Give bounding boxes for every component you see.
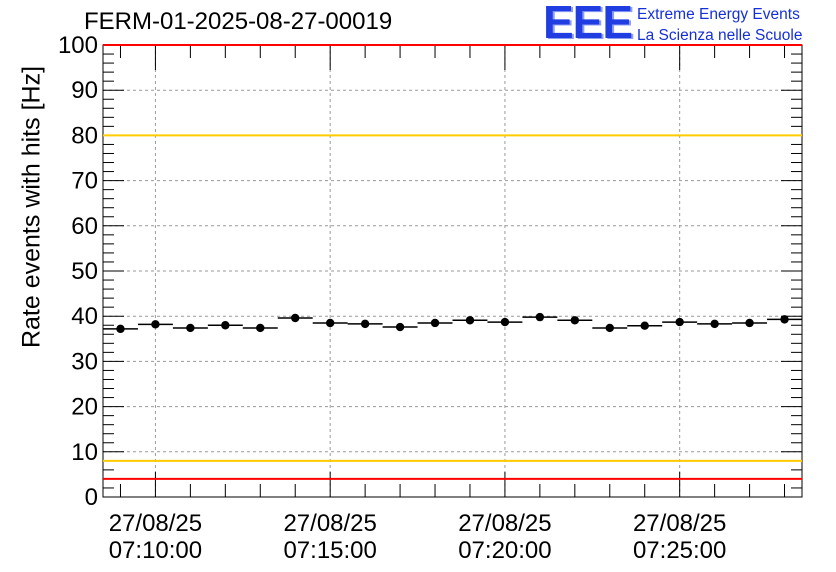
data-point — [640, 321, 649, 330]
y-tick-label: 70 — [71, 168, 98, 195]
data-point — [570, 316, 580, 325]
y-tick-label: 20 — [71, 394, 98, 421]
data-point — [710, 319, 719, 329]
y-tick-label: 90 — [71, 77, 98, 104]
x-tick-label-date: 27/08/25 — [633, 510, 726, 537]
y-tick-label: 50 — [71, 258, 98, 285]
y-tick-label: 80 — [71, 122, 98, 149]
data-point — [186, 323, 195, 333]
data-point — [675, 317, 684, 327]
x-tick-label-date: 27/08/25 — [458, 510, 551, 537]
data-point — [745, 318, 754, 328]
data-point — [535, 312, 545, 322]
logo-mark: EEE — [543, 0, 633, 48]
logo-line-2: La Scienza nelle Scuole — [637, 27, 803, 44]
data-point — [221, 321, 230, 330]
data-point — [395, 322, 405, 332]
x-tick-label-date: 27/08/25 — [283, 510, 376, 537]
x-tick-label-time: 07:25:00 — [633, 537, 726, 564]
x-tick-label-date: 27/08/25 — [109, 510, 202, 537]
data-point — [780, 315, 789, 324]
x-tick-label-time: 07:20:00 — [458, 537, 551, 564]
logo-line-1: Extreme Energy Events — [637, 6, 800, 23]
y-tick-label: 100 — [58, 32, 98, 59]
data-point — [325, 318, 335, 328]
y-tick-label: 10 — [71, 439, 98, 466]
x-tick-label-time: 07:15:00 — [283, 537, 376, 564]
data-point — [291, 313, 300, 323]
y-tick-label: 30 — [71, 348, 98, 375]
y-tick-label: 60 — [71, 213, 98, 240]
eee-logo: EEE Extreme Energy Events La Scienza nel… — [543, 0, 833, 48]
data-point — [465, 316, 475, 325]
data-point — [500, 317, 510, 327]
chart-title: FERM-01-2025-08-27-00019 — [84, 8, 393, 35]
data-point — [256, 323, 265, 333]
y-tick-label: 0 — [85, 484, 98, 511]
data-point — [430, 318, 440, 328]
data-point — [116, 324, 125, 334]
data-point — [360, 319, 370, 329]
data-point — [151, 320, 160, 329]
x-tick-label-time: 07:10:00 — [109, 537, 202, 564]
data-point — [605, 323, 614, 333]
y-tick-label: 40 — [71, 303, 98, 330]
